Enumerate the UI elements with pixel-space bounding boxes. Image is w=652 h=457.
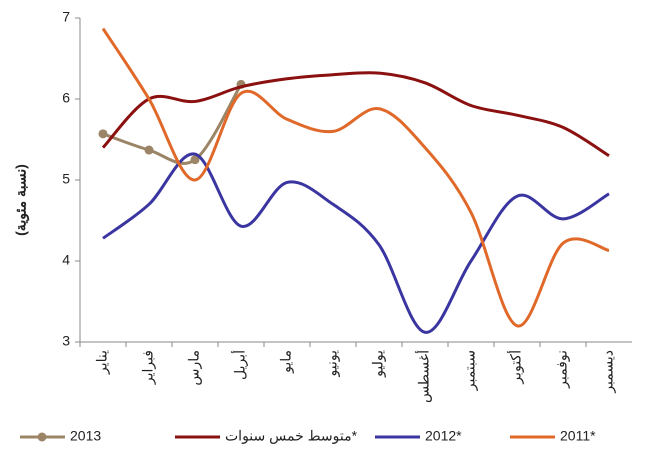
legend-label: متوسط خمس سنوات* [225, 428, 358, 445]
y-axis-label: (نسبة مئوية) [13, 164, 30, 236]
y-tick-label: 3 [62, 333, 70, 349]
legend-marker [37, 432, 47, 442]
legend-label: 2012* [425, 428, 462, 444]
x-tick-label: ديسمبر [600, 350, 617, 394]
y-tick-label: 6 [62, 90, 70, 106]
x-tick-label: فبراير [140, 350, 157, 385]
y-tick-label: 7 [62, 9, 70, 25]
x-tick-label: يناير [94, 350, 111, 375]
x-tick-label: مايو [278, 350, 295, 374]
point-marker [144, 145, 154, 155]
point-marker [98, 129, 108, 139]
legend-label: 2013 [70, 428, 101, 444]
x-tick-label: أغسطس [414, 350, 433, 403]
y-tick-label: 4 [62, 252, 70, 268]
x-tick-label: نوفمبر [554, 350, 571, 389]
series-line [102, 152, 610, 334]
x-tick-label: سبتمبر [462, 350, 479, 391]
y-tick-label: 5 [62, 171, 70, 187]
x-tick-label: يوليو [370, 350, 387, 378]
x-tick-label: يونيو [324, 350, 341, 378]
x-tick-label: أكتوبر [506, 350, 525, 385]
x-tick-label: مارس [186, 350, 203, 386]
legend-label: 2011* [560, 428, 596, 444]
series-line [101, 71, 610, 157]
series-line [101, 27, 610, 328]
x-tick-label: أبريل [230, 350, 249, 380]
point-marker [190, 155, 200, 165]
